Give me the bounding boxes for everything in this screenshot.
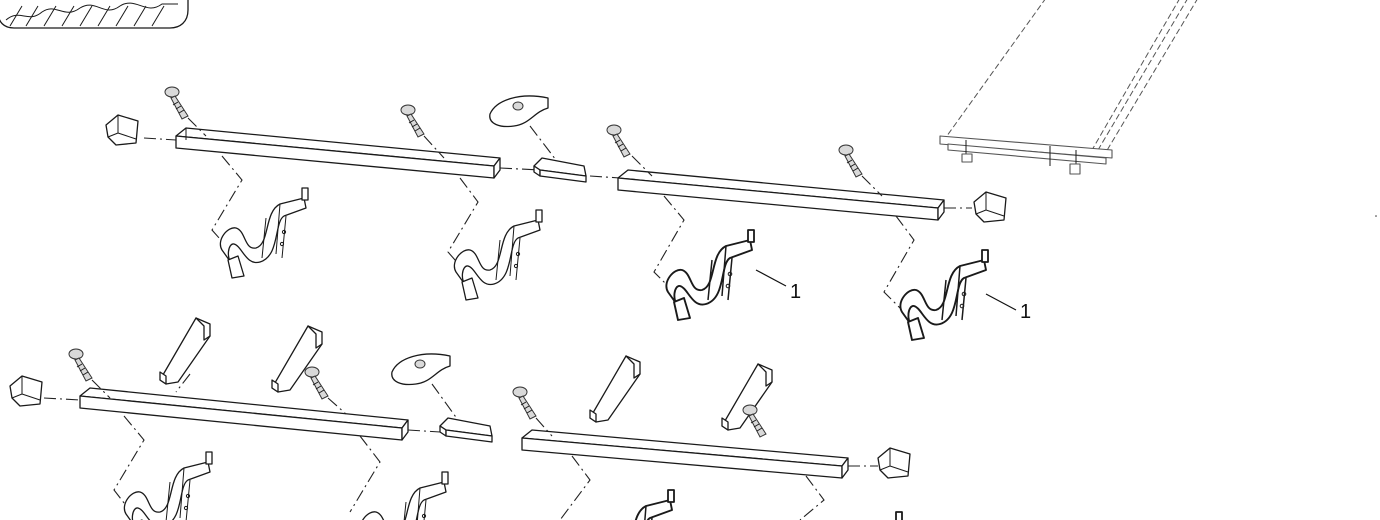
roof-hook <box>359 471 449 520</box>
rail-screw <box>304 366 329 400</box>
roof-hook-highlighted <box>665 229 755 321</box>
end-clamp-right <box>973 191 1007 223</box>
row-2-assembly <box>9 317 911 520</box>
l-bracket <box>721 363 773 431</box>
callout-label: 1 <box>790 281 801 303</box>
speck <box>1375 215 1377 217</box>
rail-connector <box>533 157 587 183</box>
pv-module-outline <box>939 0 1198 175</box>
rail-screw <box>68 348 93 382</box>
end-clamp-left <box>9 375 43 407</box>
roof-tile-icon <box>0 0 189 29</box>
rail-screw <box>742 404 767 438</box>
rail-end-cap <box>489 95 549 128</box>
rail-screw <box>400 104 425 138</box>
mounting-rail-3 <box>79 387 409 441</box>
rail-screw <box>512 386 537 420</box>
end-clamp-left <box>105 114 139 146</box>
rail-screw <box>838 144 863 178</box>
end-clamp-right <box>877 447 911 479</box>
roof-hook <box>123 451 213 520</box>
l-bracket <box>589 355 641 423</box>
mounting-rail-2 <box>617 169 945 221</box>
roof-hook-highlighted <box>899 249 989 341</box>
l-bracket <box>159 317 211 385</box>
callout-label: 1 <box>1020 301 1031 323</box>
rail-screw <box>164 86 189 120</box>
roof-hook <box>219 187 309 279</box>
rail-end-cap <box>391 353 451 386</box>
mounting-rail-4 <box>521 429 849 479</box>
mounting-rail-1 <box>175 127 501 179</box>
rail-screw <box>606 124 631 158</box>
roof-hook <box>453 209 543 301</box>
roof-hook-highlighted <box>813 511 903 520</box>
roof-hook-highlighted <box>585 489 675 520</box>
rail-connector <box>439 417 493 443</box>
row-1-assembly: 1 1 <box>105 86 1031 341</box>
